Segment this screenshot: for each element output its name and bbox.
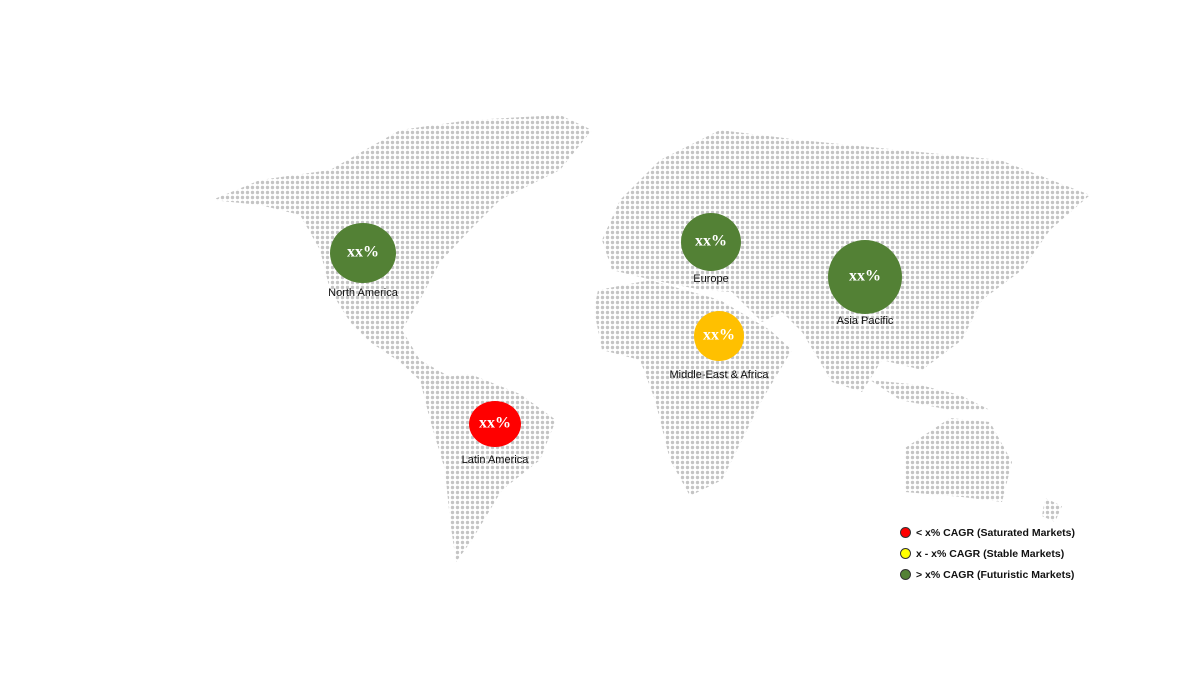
bubble-value: xx% (479, 415, 511, 432)
legend-label: < x% CAGR (Saturated Markets) (916, 526, 1076, 539)
bubble-circle (694, 311, 744, 361)
region-label: Asia Pacific (837, 315, 894, 327)
region-bubble-middle-east-africa: xx% Middle-East & Africa (669, 311, 769, 381)
region-label: North America (328, 287, 399, 299)
bubble-value: xx% (849, 268, 881, 285)
continents (212, 115, 1090, 562)
north-america-land (212, 115, 592, 390)
bubble-value: xx% (347, 244, 379, 261)
region-label: Middle-East & Africa (669, 369, 769, 381)
region-bubble-europe: xx% Europe (681, 213, 741, 285)
legend-item-stable: x - x% CAGR (Stable Markets) (900, 543, 1075, 564)
legend: < x% CAGR (Saturated Markets) x - x% CAG… (900, 522, 1075, 585)
bubble-circle (681, 213, 741, 271)
region-bubble-latin-america: xx% Latin America (462, 401, 530, 466)
red-dot-icon (900, 527, 911, 538)
region-bubble-north-america: xx% North America (328, 223, 399, 299)
legend-label: x - x% CAGR (Stable Markets) (916, 547, 1065, 560)
indonesia-land (870, 380, 990, 410)
south-america-land (420, 374, 556, 562)
region-bubble-asia-pacific: xx% Asia Pacific (828, 240, 902, 327)
legend-label: > x% CAGR (Futuristic Markets) (916, 568, 1075, 581)
green-dot-icon (900, 569, 911, 580)
australia-land (905, 418, 1012, 502)
yellow-dot-icon (900, 548, 911, 559)
bubble-value: xx% (695, 233, 727, 250)
bubble-circle (469, 401, 521, 447)
region-label: Latin America (462, 454, 530, 466)
bubble-circle (828, 240, 902, 314)
region-label: Europe (693, 273, 728, 285)
legend-item-futuristic: > x% CAGR (Futuristic Markets) (900, 564, 1075, 585)
bubble-value: xx% (703, 327, 735, 344)
bubble-circle (330, 223, 396, 283)
legend-item-saturated: < x% CAGR (Saturated Markets) (900, 522, 1075, 543)
new-zealand-land (1042, 498, 1062, 522)
